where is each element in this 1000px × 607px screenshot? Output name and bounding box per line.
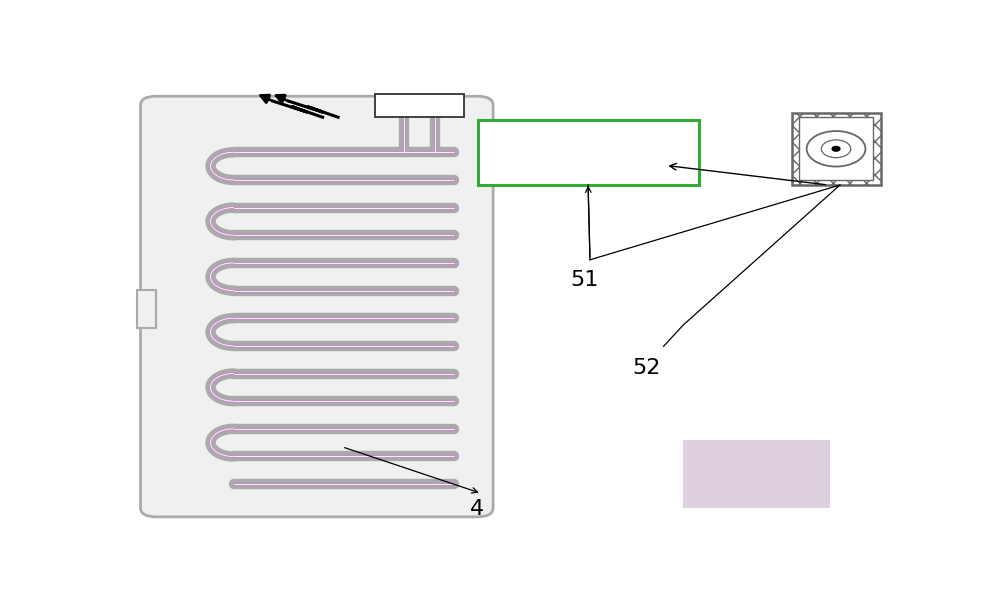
Bar: [792, 112, 881, 185]
Text: 52: 52: [633, 358, 661, 378]
Text: 4: 4: [470, 498, 484, 518]
Bar: [375, 94, 464, 117]
Bar: [683, 439, 830, 507]
Bar: [478, 120, 698, 185]
Bar: [137, 290, 156, 328]
Circle shape: [832, 146, 840, 151]
Text: 51: 51: [571, 270, 599, 290]
FancyBboxPatch shape: [140, 96, 493, 517]
Bar: [799, 117, 873, 180]
